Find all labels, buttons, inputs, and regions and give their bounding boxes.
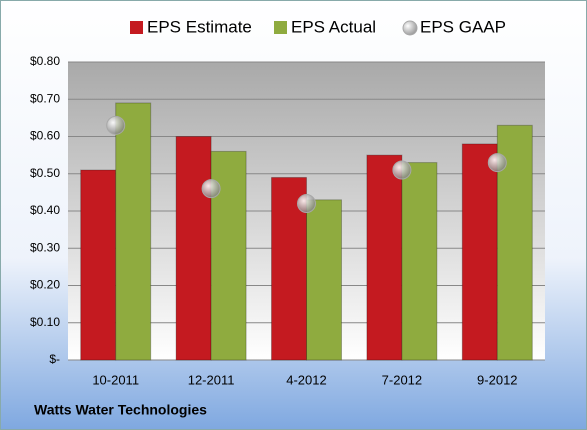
x-tick-label: 7-2012 <box>382 372 422 387</box>
x-tick-label: 12-2011 <box>188 372 235 387</box>
bar <box>401 162 438 361</box>
legend: EPS Estimate EPS Actual EPS GAAP <box>130 17 506 36</box>
marker <box>201 179 221 199</box>
y-tick-label: $0.80 <box>30 54 60 68</box>
y-tick-label: $0.30 <box>30 240 60 254</box>
legend-swatch <box>130 21 143 34</box>
bar <box>366 154 403 361</box>
x-tick-label: 9-2012 <box>477 372 517 387</box>
y-tick-label: $0.20 <box>30 278 60 292</box>
bar <box>175 136 212 361</box>
y-tick-label: $0.40 <box>30 203 60 217</box>
legend-label: EPS Estimate <box>147 17 252 36</box>
marker <box>106 115 126 135</box>
legend-label: EPS Actual <box>291 17 376 36</box>
bar <box>306 199 342 361</box>
y-tick-label: $0.60 <box>30 129 60 143</box>
y-tick-label: $0.70 <box>30 91 60 105</box>
bar <box>80 169 117 361</box>
marker <box>297 194 316 214</box>
y-tick-label: $- <box>49 352 60 366</box>
marker <box>487 153 507 173</box>
bar <box>461 143 498 361</box>
bar <box>115 102 152 361</box>
legend-label: EPS GAAP <box>420 17 506 36</box>
legend-swatch <box>274 21 287 34</box>
legend-marker <box>402 20 418 36</box>
y-tick-label: $0.10 <box>30 315 60 329</box>
x-tick-label: 4-2012 <box>286 372 326 387</box>
x-tick-label: 10-2011 <box>92 372 139 387</box>
marker <box>392 160 412 180</box>
y-tick-label: $0.50 <box>30 166 60 180</box>
footer: Watts Water Technologies <box>34 402 207 418</box>
